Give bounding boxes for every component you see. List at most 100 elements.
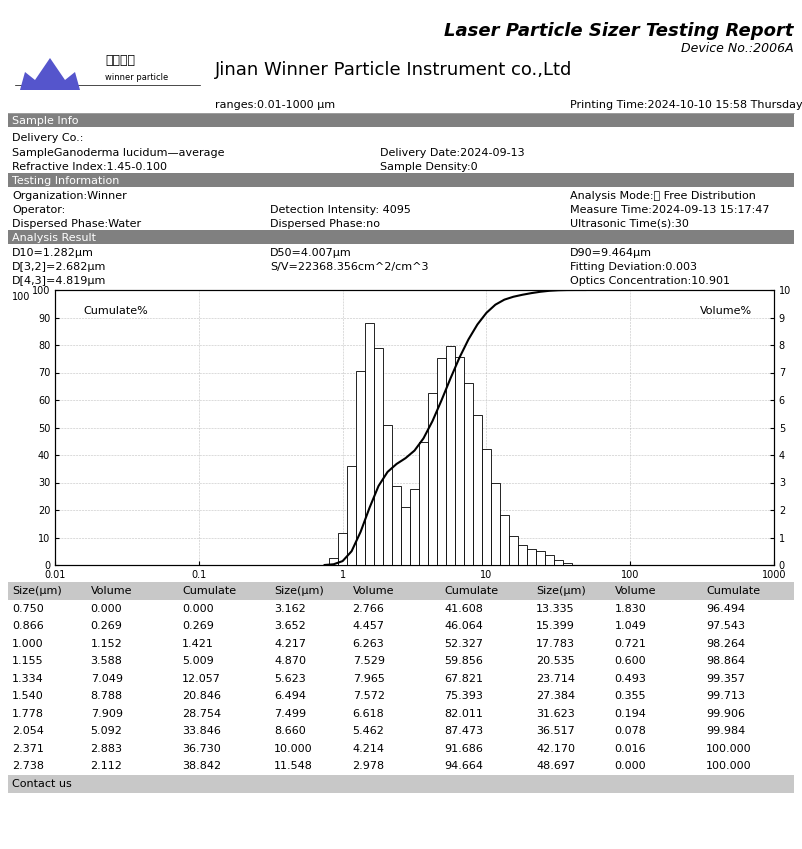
Text: 7.529: 7.529 xyxy=(353,656,385,666)
Text: 38.842: 38.842 xyxy=(182,762,221,771)
Text: 99.984: 99.984 xyxy=(707,726,746,736)
X-axis label: Size(μm): Size(μm) xyxy=(387,586,442,599)
Text: 8.788: 8.788 xyxy=(91,691,123,701)
Text: Delivery Co.:: Delivery Co.: xyxy=(12,133,83,143)
Text: 0.000: 0.000 xyxy=(182,604,214,614)
Text: winner particle: winner particle xyxy=(105,74,168,82)
Text: 6.263: 6.263 xyxy=(353,638,384,649)
Text: 7.909: 7.909 xyxy=(91,709,123,719)
Text: 87.473: 87.473 xyxy=(444,726,484,736)
Text: 1.152: 1.152 xyxy=(91,638,123,649)
Text: 28.754: 28.754 xyxy=(182,709,221,719)
Text: 4.214: 4.214 xyxy=(353,744,385,754)
Text: 2.883: 2.883 xyxy=(91,744,123,754)
Text: Cumulate: Cumulate xyxy=(182,586,237,596)
Text: 2.766: 2.766 xyxy=(353,604,384,614)
Text: Size(μm): Size(μm) xyxy=(12,586,62,596)
Text: Jinan Winner Particle Instrument co.,Ltd: Jinan Winner Particle Instrument co.,Ltd xyxy=(215,61,573,79)
Text: 2.371: 2.371 xyxy=(12,744,44,754)
Text: 12.057: 12.057 xyxy=(182,674,221,683)
Text: 46.064: 46.064 xyxy=(444,621,483,632)
Text: 23.714: 23.714 xyxy=(536,674,575,683)
Text: 0.269: 0.269 xyxy=(91,621,123,632)
Text: Sample Info: Sample Info xyxy=(12,116,79,126)
Text: 1.155: 1.155 xyxy=(12,656,43,666)
Text: Cumulate: Cumulate xyxy=(707,586,760,596)
Bar xyxy=(527,548,536,565)
Text: 11.548: 11.548 xyxy=(274,762,313,771)
Text: 4.217: 4.217 xyxy=(274,638,306,649)
Text: 10.000: 10.000 xyxy=(274,744,313,754)
Text: 0.016: 0.016 xyxy=(614,744,646,754)
Text: Detection Intensity: 4095: Detection Intensity: 4095 xyxy=(270,205,411,215)
Text: SampleGanoderma lucidum—average: SampleGanoderma lucidum—average xyxy=(12,148,225,158)
Text: 5.462: 5.462 xyxy=(353,726,384,736)
Bar xyxy=(401,507,410,565)
Bar xyxy=(482,449,491,565)
Text: Device No.:2006A: Device No.:2006A xyxy=(682,42,794,55)
Text: 17.783: 17.783 xyxy=(536,638,575,649)
Text: 27.384: 27.384 xyxy=(536,691,575,701)
Text: 3.588: 3.588 xyxy=(91,656,123,666)
Text: 7.572: 7.572 xyxy=(353,691,385,701)
Text: 7.965: 7.965 xyxy=(353,674,384,683)
Text: 94.664: 94.664 xyxy=(444,762,484,771)
Bar xyxy=(410,489,419,565)
Text: Cumulate: Cumulate xyxy=(444,586,498,596)
Polygon shape xyxy=(20,58,80,90)
Text: Fitting Deviation:0.003: Fitting Deviation:0.003 xyxy=(570,262,697,272)
Text: Volume: Volume xyxy=(614,586,656,596)
Text: 0.493: 0.493 xyxy=(614,674,646,683)
Bar xyxy=(491,483,500,565)
Text: 1.540: 1.540 xyxy=(12,691,44,701)
Bar xyxy=(500,514,508,565)
Bar xyxy=(392,486,401,565)
Text: D[3,2]=2.682μm: D[3,2]=2.682μm xyxy=(12,262,107,272)
Text: Dispersed Phase:no: Dispersed Phase:no xyxy=(270,219,380,229)
Text: S/V=22368.356cm^2/cm^3: S/V=22368.356cm^2/cm^3 xyxy=(270,262,428,272)
Text: 98.864: 98.864 xyxy=(707,656,745,666)
Bar xyxy=(356,371,365,565)
Text: Testing Information: Testing Information xyxy=(12,176,119,186)
Bar xyxy=(427,393,437,565)
Text: Measure Time:2024-09-13 15:17:47: Measure Time:2024-09-13 15:17:47 xyxy=(570,205,769,215)
Text: 8.660: 8.660 xyxy=(274,726,306,736)
Text: Size(μm): Size(μm) xyxy=(274,586,324,596)
Text: 0.355: 0.355 xyxy=(614,691,646,701)
Text: 3.652: 3.652 xyxy=(274,621,306,632)
Text: 20.535: 20.535 xyxy=(536,656,575,666)
Text: Operator:: Operator: xyxy=(12,205,65,215)
Text: Laser Particle Sizer Testing Report: Laser Particle Sizer Testing Report xyxy=(444,22,794,40)
Bar xyxy=(8,582,794,600)
Bar xyxy=(8,230,794,244)
Bar xyxy=(8,113,794,127)
Bar xyxy=(517,545,527,565)
Text: Organization:Winner: Organization:Winner xyxy=(12,191,127,201)
Text: D[4,3]=4.819μm: D[4,3]=4.819μm xyxy=(12,276,107,286)
Text: D90=9.464μm: D90=9.464μm xyxy=(570,248,652,258)
Text: 1.778: 1.778 xyxy=(12,709,44,719)
Text: 0.600: 0.600 xyxy=(614,656,646,666)
Text: 33.846: 33.846 xyxy=(182,726,221,736)
Text: 99.906: 99.906 xyxy=(707,709,745,719)
Text: Printing Time:2024-10-10 15:58 Thursday: Printing Time:2024-10-10 15:58 Thursday xyxy=(570,100,802,110)
Text: 36.730: 36.730 xyxy=(182,744,221,754)
Text: 4.457: 4.457 xyxy=(353,621,385,632)
Bar xyxy=(536,552,545,565)
Bar xyxy=(446,346,455,565)
Text: Dispersed Phase:Water: Dispersed Phase:Water xyxy=(12,219,141,229)
Text: 3.162: 3.162 xyxy=(274,604,306,614)
Text: 31.623: 31.623 xyxy=(536,709,575,719)
Bar xyxy=(8,173,794,187)
Text: ranges:0.01-1000 μm: ranges:0.01-1000 μm xyxy=(215,100,335,110)
Text: 6.494: 6.494 xyxy=(274,691,306,701)
Text: Delivery Date:2024-09-13: Delivery Date:2024-09-13 xyxy=(380,148,525,158)
Text: 97.543: 97.543 xyxy=(707,621,745,632)
Text: 15.399: 15.399 xyxy=(536,621,575,632)
Bar xyxy=(365,323,374,565)
Bar xyxy=(464,383,472,565)
Text: 100.000: 100.000 xyxy=(707,744,752,754)
Text: 0.194: 0.194 xyxy=(614,709,646,719)
Text: 36.517: 36.517 xyxy=(536,726,575,736)
Bar xyxy=(563,563,572,565)
